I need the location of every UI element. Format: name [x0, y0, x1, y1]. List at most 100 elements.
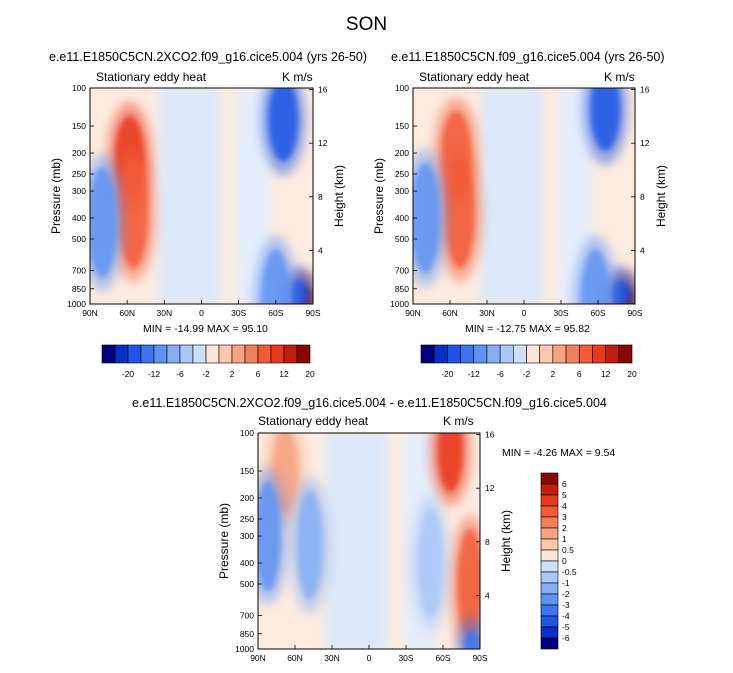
- panel2-units-label: K m/s: [604, 70, 635, 84]
- colorbar-label: -12: [148, 369, 161, 379]
- y-tick-label: 850: [240, 629, 254, 639]
- contour-feature-core: [258, 481, 281, 592]
- colorbar-label: -4: [562, 611, 570, 621]
- colorbar-swatch: [540, 560, 559, 573]
- panel1-min-max: MIN = -14.99 MAX = 95.10: [143, 323, 268, 335]
- y-tick-label: 100: [395, 83, 409, 93]
- contour-feature-core: [268, 88, 299, 162]
- panel3-variable-label: Stationary eddy heat: [258, 414, 369, 428]
- colorbar-label: -20: [441, 369, 454, 379]
- colorbar-label: 6: [256, 369, 261, 379]
- colorbar-label: -2: [202, 369, 210, 379]
- y-tick-label: 100: [240, 428, 254, 438]
- colorbar-swatch: [565, 344, 580, 364]
- height-tick-label: 16: [640, 85, 650, 95]
- colorbar-swatch: [420, 344, 435, 364]
- colorbar-swatch: [231, 344, 246, 364]
- colorbar-label: -12: [468, 369, 481, 379]
- colorbar-swatch: [153, 344, 168, 364]
- x-tick-label: 0: [522, 308, 527, 318]
- panel1-plot: 100 150 200 250 300 400 500 700 850 1000 16 12 8 4 90N…: [49, 83, 346, 318]
- colorbar-panel2: -20 -12 -6 -2 2 6 12 20: [420, 344, 637, 379]
- colorbar-swatch: [540, 604, 559, 617]
- y-tick-label: 500: [395, 234, 409, 244]
- y-tick-label: 300: [395, 186, 409, 196]
- y-tick-label: 700: [240, 611, 254, 621]
- figure-title: SON: [345, 14, 388, 35]
- colorbar-swatch: [540, 593, 559, 606]
- colorbar-swatch: [283, 344, 298, 364]
- y-tick-label: 700: [72, 266, 86, 276]
- colorbar-label: 3: [562, 512, 567, 522]
- contour-feature-core: [441, 111, 472, 196]
- colorbar-swatch: [578, 344, 593, 364]
- colorbar-label: -0.5: [562, 567, 577, 577]
- colorbar-label: 4: [562, 501, 567, 511]
- contour-feature-core: [413, 163, 441, 274]
- height-axis-label: Height (km): [499, 510, 513, 572]
- x-tick-label: 60S: [268, 308, 283, 318]
- colorbar-swatch: [540, 582, 559, 595]
- colorbar-swatch: [270, 344, 285, 364]
- x-tick-label: 30N: [324, 653, 340, 663]
- contour-feature-core: [580, 249, 611, 304]
- y-tick-label: 700: [395, 266, 409, 276]
- pressure-axis-label: Pressure (mb): [49, 158, 63, 234]
- height-tick-label: 8: [318, 192, 323, 202]
- colorbar-label: -6: [562, 633, 570, 643]
- panel2-variable-label: Stationary eddy heat: [419, 70, 530, 84]
- y-tick-label: 200: [72, 148, 86, 158]
- x-tick-label: 60S: [590, 308, 605, 318]
- colorbar-swatch: [486, 344, 501, 364]
- colorbar-label: 20: [627, 369, 637, 379]
- height-tick-label: 4: [318, 245, 323, 255]
- height-tick-label: 12: [318, 138, 328, 148]
- y-tick-label: 200: [240, 493, 254, 503]
- y-tick-label: 400: [240, 558, 254, 568]
- tropical-band: [480, 88, 543, 304]
- panel1-units-label: K m/s: [282, 70, 313, 84]
- contour-feature-core: [457, 528, 480, 639]
- colorbar-label: 5: [562, 490, 567, 500]
- colorbar-swatch: [473, 344, 488, 364]
- tropical-band: [325, 433, 388, 649]
- colorbar-swatch: [257, 344, 272, 364]
- x-tick-label: 90N: [250, 653, 266, 663]
- panel3-min-max: MIN = -4.26 MAX = 9.54: [502, 447, 616, 459]
- colorbar-label: -2: [523, 369, 531, 379]
- tropical-band: [158, 88, 221, 304]
- colorbar-panel1: -20 -12 -6 -2 2 6 12 20: [101, 344, 315, 379]
- x-tick-label: 60N: [287, 653, 303, 663]
- y-tick-label: 150: [240, 466, 254, 476]
- colorbar-swatch: [540, 615, 559, 628]
- colorbar-swatch: [499, 344, 514, 364]
- colorbar-swatch: [447, 344, 461, 364]
- colorbar-label: -6: [176, 369, 184, 379]
- colorbar-label: 0: [562, 556, 567, 566]
- pressure-axis-label: Pressure (mb): [372, 158, 386, 234]
- height-tick-label: 4: [485, 590, 490, 600]
- contour-feature-core: [437, 433, 464, 493]
- colorbar-swatch: [296, 344, 311, 364]
- panel3-plot: 100 150 200 250 300 400 500 700 850 1000 16 12 8 4 90N…: [217, 428, 513, 663]
- x-tick-label: 90N: [82, 308, 98, 318]
- colorbar-label: 2: [230, 369, 235, 379]
- y-tick-label: 1000: [67, 299, 86, 309]
- colorbar-label: -6: [496, 369, 504, 379]
- colorbar-swatch: [218, 344, 233, 364]
- x-tick-label: 30N: [479, 308, 495, 318]
- panel1-field: [90, 88, 313, 304]
- y-tick-label: 1000: [235, 644, 254, 654]
- height-tick-label: 4: [640, 245, 645, 255]
- height-tick-label: 16: [485, 430, 495, 440]
- y-tick-label: 200: [395, 148, 409, 158]
- panel2-min-max: MIN = -12.75 MAX = 95.82: [465, 323, 590, 335]
- x-tick-label: 0: [367, 653, 372, 663]
- colorbar-label: 12: [279, 369, 289, 379]
- colorbar-swatch: [179, 344, 194, 364]
- y-tick-label: 100: [72, 83, 86, 93]
- height-axis-label: Height (km): [654, 165, 668, 227]
- y-tick-label: 850: [72, 284, 86, 294]
- contour-feature-core: [417, 508, 444, 619]
- colorbar-swatch: [540, 516, 559, 529]
